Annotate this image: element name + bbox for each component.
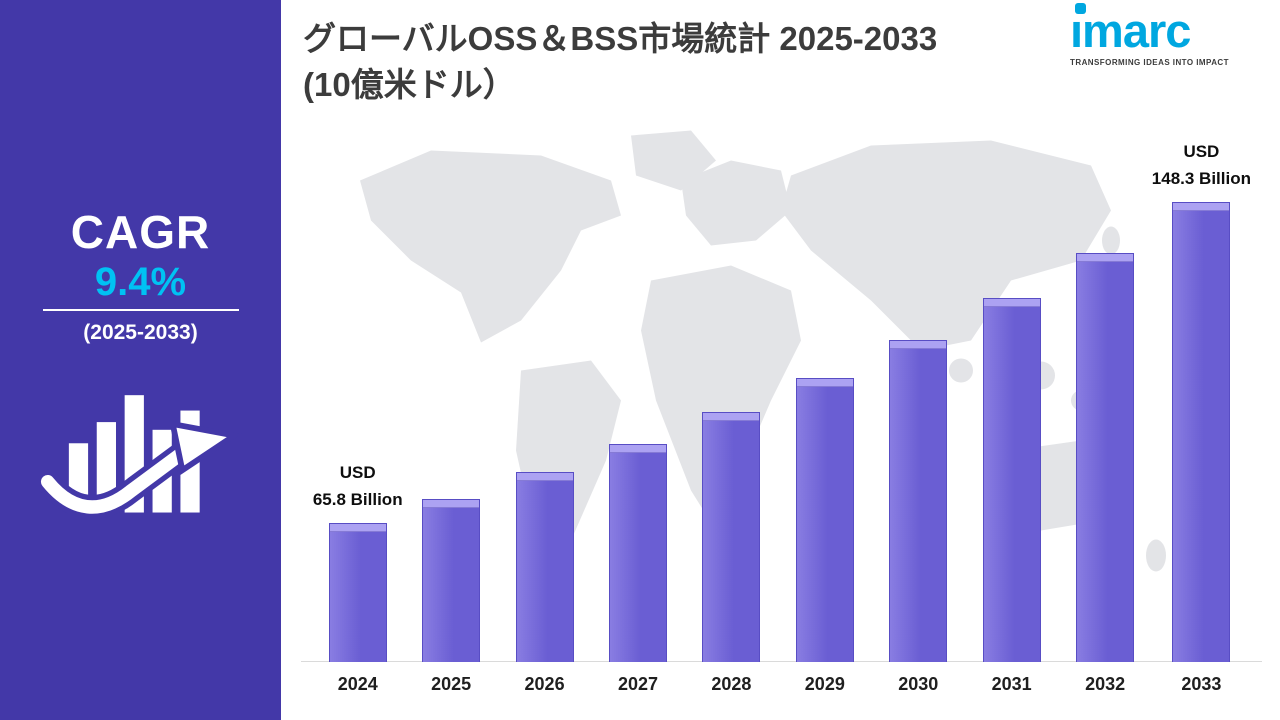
imarc-logo-tagline: TRANSFORMING IDEAS INTO IMPACT xyxy=(1070,58,1229,68)
bar-2030 xyxy=(889,340,948,662)
x-axis-baseline xyxy=(301,661,1262,662)
bar-top-face xyxy=(983,299,1040,307)
logo-i-dot-icon xyxy=(1075,3,1086,14)
bar-2026 xyxy=(515,472,574,662)
chart-title-line2: (10億米ドル） xyxy=(303,65,516,103)
bar-column: USD 148.3 Billion 2033 xyxy=(1152,86,1251,706)
imarc-logo: ımarc TRANSFORMING IDEAS INTO IMPACT xyxy=(1070,3,1266,68)
bar-chart: USD 65.8 Billion 2024 2025 2026 2027 2028 2029 2… xyxy=(311,86,1251,706)
bar-top-face xyxy=(516,473,573,481)
x-axis-label: 2029 xyxy=(804,673,845,694)
bar-top-face xyxy=(329,524,386,532)
bar-column: 2030 xyxy=(872,86,965,706)
cagr-period: (2025-2033) xyxy=(83,321,198,344)
x-axis-label: 2031 xyxy=(991,673,1032,694)
x-axis-label: 2026 xyxy=(524,673,565,694)
x-axis-label: 2030 xyxy=(898,673,939,694)
bar-value-label: USD 65.8 Billion xyxy=(312,463,403,509)
x-axis-label: 2027 xyxy=(617,673,658,694)
cagr-label: CAGR xyxy=(70,206,211,258)
growth-chart-icon xyxy=(35,366,242,534)
bar-top-face xyxy=(1077,254,1134,262)
x-axis-label: 2024 xyxy=(337,673,378,694)
logo-name-text: ımarc xyxy=(1070,4,1191,57)
bar-2032 xyxy=(1076,253,1135,662)
bar-value-label: USD 148.3 Billion xyxy=(1151,142,1251,188)
bar-column: 2025 xyxy=(404,86,497,706)
chart-panel: グローバルOSS＆BSS市場統計 2025-2033 (10億米ドル） ımar… xyxy=(281,0,1280,720)
bar-column: 2027 xyxy=(591,86,684,706)
bar-2031 xyxy=(982,298,1041,662)
chart-title-line1: グローバルOSS＆BSS市場統計 2025-2033 xyxy=(303,20,938,57)
sidebar: CAGR 9.4% (2025-2033) xyxy=(0,0,281,720)
bar-column: 2029 xyxy=(778,86,871,706)
x-axis-label: 2033 xyxy=(1181,673,1222,694)
bar-2024 xyxy=(328,523,387,662)
bar-top-face xyxy=(609,445,666,453)
cagr-value: 9.4% xyxy=(94,260,187,304)
bar-column: USD 65.8 Billion 2024 xyxy=(311,86,404,706)
bar-2028 xyxy=(702,412,761,662)
bar-2029 xyxy=(795,378,854,662)
x-axis-label: 2032 xyxy=(1085,673,1126,694)
bar-column: 2031 xyxy=(965,86,1058,706)
bar-2025 xyxy=(422,499,481,662)
imarc-logo-wordmark: ımarc xyxy=(1070,3,1266,57)
bar-top-face xyxy=(423,500,480,508)
bar-top-face xyxy=(1173,203,1230,211)
bar-2033 xyxy=(1172,202,1231,662)
divider-line xyxy=(43,309,239,311)
bar-column: 2032 xyxy=(1058,86,1151,706)
bar-top-face xyxy=(796,379,853,387)
bar-top-face xyxy=(890,341,947,349)
bar-top-face xyxy=(703,413,760,421)
bar-2027 xyxy=(608,444,667,662)
bar-column: 2026 xyxy=(498,86,591,706)
chart-title: グローバルOSS＆BSS市場統計 2025-2033 (10億米ドル） xyxy=(303,16,937,107)
x-axis-label: 2025 xyxy=(431,673,472,694)
bar-column: 2028 xyxy=(685,86,778,706)
x-axis-label: 2028 xyxy=(711,673,752,694)
